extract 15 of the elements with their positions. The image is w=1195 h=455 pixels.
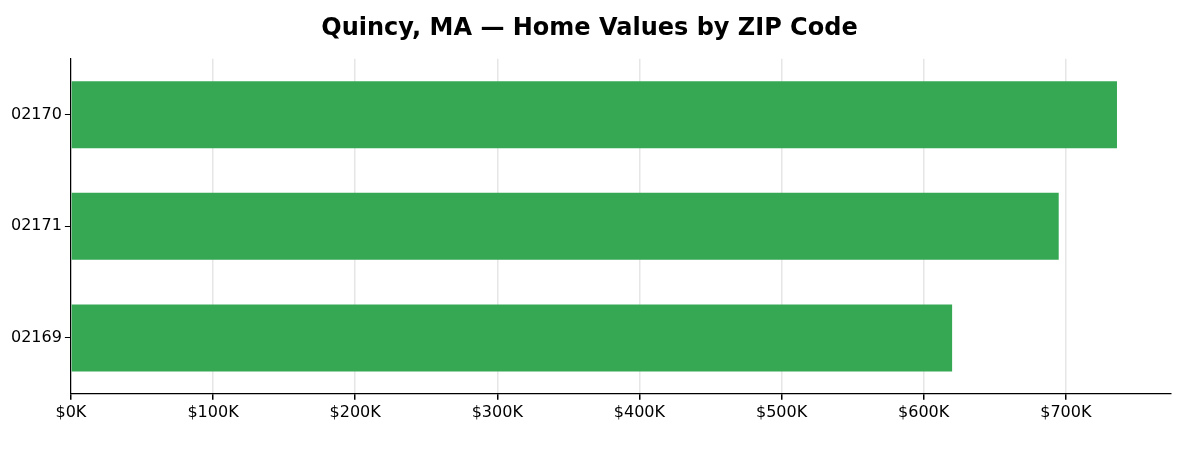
bar	[71, 192, 1059, 260]
y-tick-label: 02170	[10, 103, 62, 123]
x-tick-label: $700K	[1040, 401, 1092, 421]
x-tick-label: $0K	[55, 401, 87, 421]
x-tick-label: $300K	[471, 401, 524, 421]
x-tick-label: $400K	[613, 401, 666, 421]
bar	[71, 81, 1117, 149]
y-tick-label: 02169	[10, 327, 62, 347]
chart-title: Quincy, MA — Home Values by ZIP Code	[321, 12, 858, 41]
x-tick-label: $200K	[329, 401, 382, 421]
x-tick-label: $600K	[898, 401, 950, 421]
x-tick-label: $100K	[187, 401, 240, 421]
bar	[71, 304, 953, 372]
x-tick-label: $500K	[755, 401, 808, 421]
y-tick-label: 02171	[10, 215, 62, 235]
